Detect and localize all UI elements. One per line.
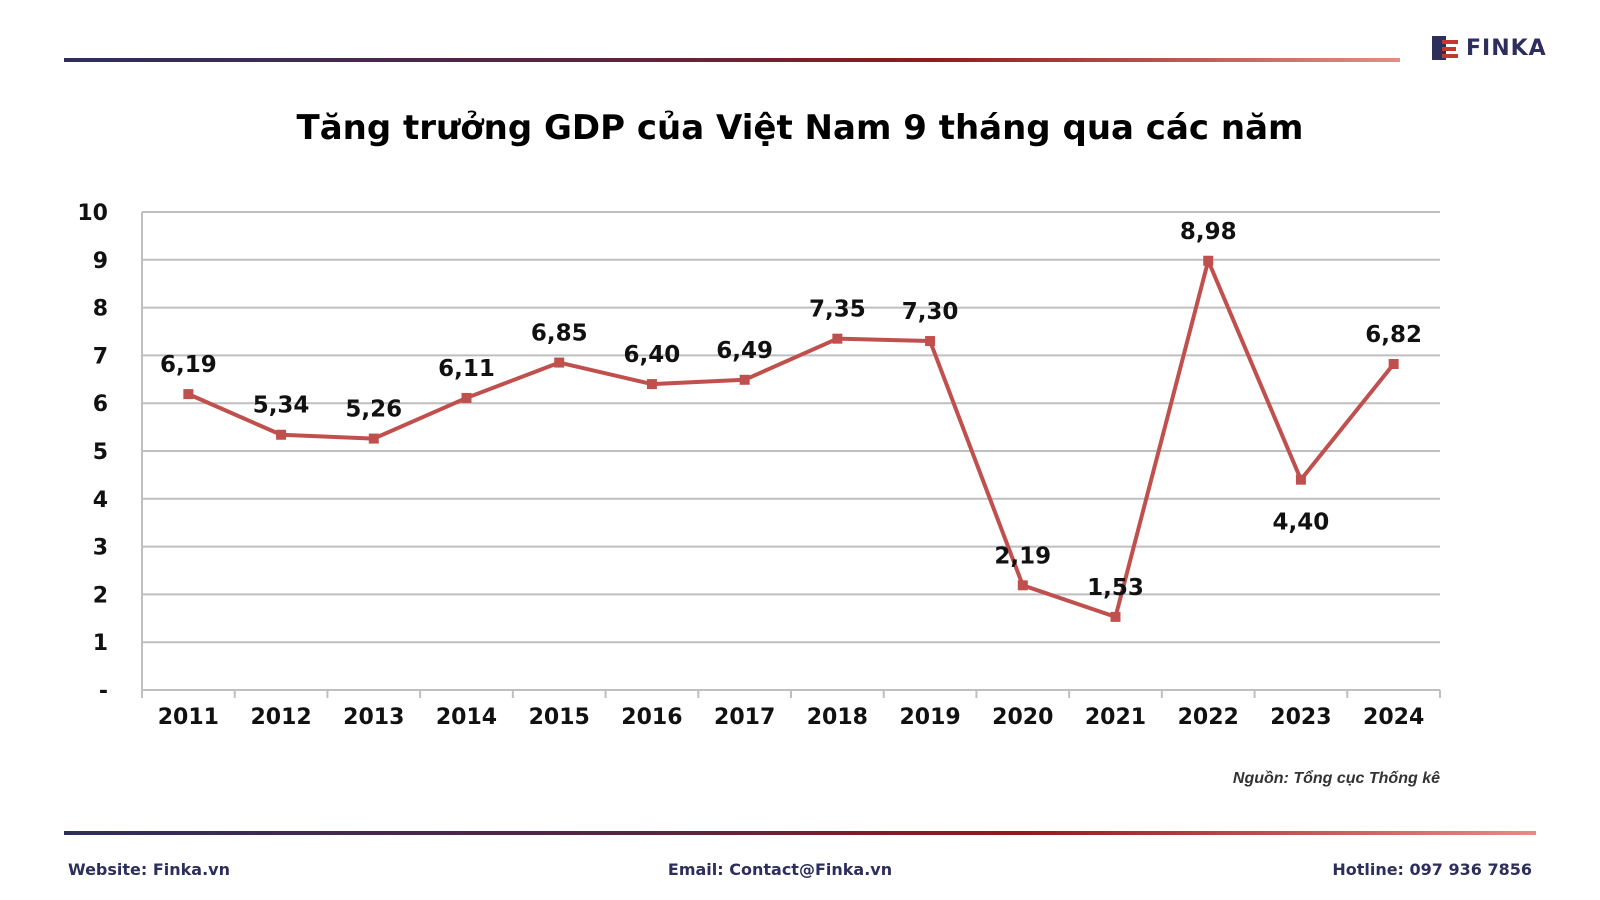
data-label: 5,26: [345, 397, 402, 423]
data-label: 6,82: [1365, 322, 1422, 348]
y-tick-label: 8: [93, 297, 108, 322]
data-point-marker: [1203, 255, 1214, 266]
brand-logo[interactable]: FINKA: [1432, 34, 1572, 64]
x-tick-label: 2019: [899, 705, 960, 730]
data-label: 4,40: [1273, 510, 1330, 536]
data-point-marker: [368, 433, 379, 444]
x-tick-label: 2012: [250, 705, 311, 730]
data-label: 2,19: [994, 543, 1051, 569]
data-label: 6,85: [531, 321, 588, 347]
data-label: 6,19: [160, 352, 217, 378]
bottom-divider: [64, 831, 1536, 835]
y-tick-label: 9: [93, 249, 108, 274]
top-divider: [64, 58, 1400, 62]
data-point-marker: [183, 389, 194, 400]
data-label: 8,98: [1180, 219, 1237, 245]
chart-title: Tăng trưởng GDP của Việt Nam 9 tháng qua…: [296, 108, 1304, 148]
x-tick-label: 2014: [436, 705, 497, 730]
footer-email[interactable]: Email: Contact@Finka.vn: [667, 860, 893, 879]
x-tick-label: 2013: [343, 705, 404, 730]
x-tick-label: 2020: [992, 705, 1053, 730]
data-label: 7,35: [809, 297, 866, 323]
x-tick-label: 2024: [1363, 705, 1424, 730]
x-tick-label: 2017: [714, 705, 775, 730]
data-label: 6,40: [624, 342, 681, 368]
data-label: 1,53: [1087, 575, 1144, 601]
data-label: 5,34: [253, 393, 310, 419]
x-tick-label: 2018: [807, 705, 868, 730]
data-point-marker: [1110, 611, 1121, 622]
source-note: Nguồn: Tổng cục Thống kê: [1232, 770, 1440, 787]
data-label: 7,30: [902, 299, 959, 325]
x-tick-label: 2021: [1085, 705, 1146, 730]
y-tick-label: 10: [77, 201, 108, 226]
x-tick-label: 2022: [1178, 705, 1239, 730]
data-label: 6,11: [438, 356, 495, 382]
data-point-marker: [461, 392, 472, 403]
data-point-marker: [1295, 474, 1306, 485]
x-tick-label: 2015: [529, 705, 590, 730]
brand-name: FINKA: [1466, 36, 1547, 61]
data-point-marker: [646, 379, 657, 390]
y-tick-label: 4: [93, 488, 108, 513]
data-label: 6,49: [716, 338, 773, 364]
footer-website[interactable]: Website: Finka.vn: [68, 860, 230, 879]
data-point-marker: [276, 429, 287, 440]
y-tick-label: 6: [93, 392, 108, 417]
data-point-marker: [925, 336, 936, 347]
data-point-marker: [739, 374, 750, 385]
y-tick-label: 3: [93, 536, 108, 561]
data-point-marker: [1017, 580, 1028, 591]
gdp-series-line: [187, 258, 1396, 619]
x-tick-label: 2016: [621, 705, 682, 730]
y-tick-label: -: [99, 679, 108, 704]
y-tick-label: 5: [93, 440, 108, 465]
x-tick-label: 2011: [158, 705, 219, 730]
footer-hotline[interactable]: Hotline: 097 936 7856: [1332, 860, 1532, 879]
y-tick-label: 1: [93, 631, 108, 656]
data-point-marker: [554, 357, 565, 368]
data-point-marker: [1388, 359, 1399, 370]
data-point-marker: [832, 333, 843, 344]
y-tick-label: 2: [93, 583, 108, 608]
y-tick-label: 7: [93, 344, 108, 369]
x-tick-label: 2023: [1270, 705, 1331, 730]
finka-logo-icon: [1432, 36, 1458, 60]
